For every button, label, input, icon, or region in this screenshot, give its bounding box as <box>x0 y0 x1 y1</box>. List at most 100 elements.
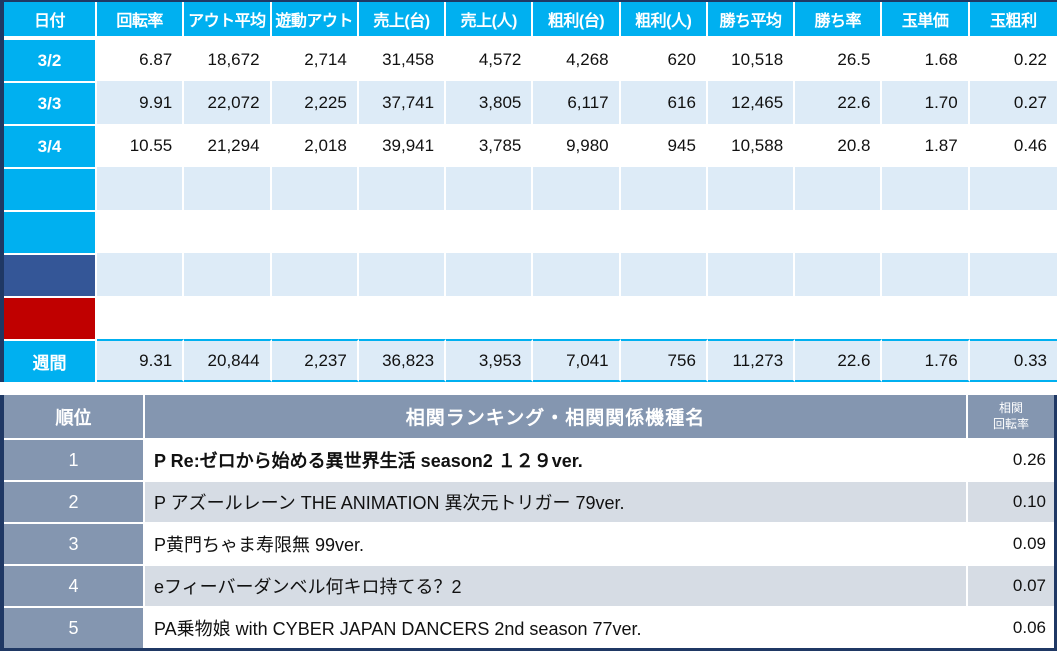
value-cell[interactable] <box>707 167 796 210</box>
value-cell[interactable]: 3,785 <box>478 135 522 155</box>
date-cell[interactable] <box>4 210 97 253</box>
header-cell-win-rate[interactable]: 勝ち率 <box>795 2 883 38</box>
correlation-value-cell[interactable]: 0.10 <box>966 480 1054 522</box>
value-cell[interactable] <box>97 253 185 296</box>
value-cell[interactable]: 37,741 <box>358 81 447 124</box>
correlation-value-cell[interactable]: 0.26 <box>966 438 1054 480</box>
value-cell[interactable] <box>708 210 795 253</box>
value-cell[interactable]: 26.5 <box>837 49 871 69</box>
rank-cell[interactable]: 1 <box>4 438 145 480</box>
value-cell[interactable] <box>97 210 184 253</box>
value-cell[interactable]: 1.76 <box>882 339 970 382</box>
value-cell[interactable]: 9.31 <box>97 339 185 382</box>
value-cell[interactable]: 36,823 <box>358 339 447 382</box>
rank-cell[interactable]: 3 <box>4 522 145 564</box>
header-cell-out-avg[interactable]: アウト平均 <box>184 2 272 38</box>
value-cell[interactable]: 22.6 <box>795 81 883 124</box>
header-cell-win-avg[interactable]: 勝ち平均 <box>707 2 796 38</box>
value-cell[interactable] <box>533 167 621 210</box>
value-cell[interactable] <box>882 296 969 339</box>
value-cell[interactable] <box>446 296 533 339</box>
value-cell[interactable] <box>970 210 1057 253</box>
value-cell[interactable] <box>272 296 359 339</box>
machine-name-cell[interactable]: P Re:ゼロから始める異世界生活 season2 １２９ver. <box>145 438 966 480</box>
value-cell[interactable] <box>184 253 272 296</box>
value-cell[interactable] <box>621 296 708 339</box>
value-cell[interactable] <box>533 296 620 339</box>
value-cell[interactable] <box>970 296 1057 339</box>
date-cell[interactable] <box>4 167 97 210</box>
correlation-value-cell[interactable]: 0.06 <box>966 606 1054 648</box>
value-cell[interactable] <box>97 167 185 210</box>
value-cell[interactable]: 31,458 <box>382 49 435 69</box>
value-cell[interactable] <box>620 253 708 296</box>
value-cell[interactable] <box>969 167 1057 210</box>
value-cell[interactable]: 22.6 <box>795 339 883 382</box>
value-cell[interactable]: 21,294 <box>207 135 260 155</box>
date-cell-dark-blue[interactable] <box>4 253 97 296</box>
value-cell[interactable] <box>533 253 621 296</box>
value-cell[interactable] <box>795 253 883 296</box>
value-cell[interactable]: 10,588 <box>731 135 784 155</box>
value-cell[interactable]: 0.27 <box>969 81 1057 124</box>
header-cell-ball-price[interactable]: 玉単価 <box>882 2 970 38</box>
value-cell[interactable] <box>271 253 359 296</box>
value-cell[interactable]: 12,465 <box>707 81 796 124</box>
value-cell[interactable] <box>795 167 883 210</box>
header-cell-sales-person[interactable]: 売上(人) <box>446 2 534 38</box>
date-cell[interactable]: 3/2 <box>4 38 97 81</box>
date-cell[interactable]: 3/3 <box>4 81 97 124</box>
rank-cell[interactable]: 4 <box>4 564 145 606</box>
rank-header-cell[interactable]: 順位 <box>4 395 145 438</box>
value-cell[interactable] <box>882 253 970 296</box>
rank-cell[interactable]: 5 <box>4 606 145 648</box>
value-cell[interactable]: 1.68 <box>924 49 958 69</box>
machine-name-cell[interactable]: PA乗物娘 with CYBER JAPAN DANCERS 2nd seaso… <box>145 606 966 648</box>
value-cell[interactable]: 945 <box>667 135 696 155</box>
header-cell-rotation[interactable]: 回転率 <box>97 2 185 38</box>
value-cell[interactable] <box>359 210 446 253</box>
value-cell[interactable] <box>795 296 882 339</box>
machine-name-cell[interactable]: P アズールレーン THE ANIMATION 異次元トリガー 79ver. <box>145 480 966 522</box>
value-cell[interactable]: 20.8 <box>837 135 871 155</box>
header-cell-idle-out[interactable]: 遊動アウト <box>271 2 359 38</box>
value-cell[interactable]: 1.70 <box>882 81 970 124</box>
value-cell[interactable] <box>97 296 184 339</box>
value-cell[interactable] <box>620 167 708 210</box>
correlation-value-cell[interactable]: 0.09 <box>966 522 1054 564</box>
value-cell[interactable] <box>359 296 446 339</box>
value-cell[interactable] <box>533 210 620 253</box>
value-cell[interactable] <box>184 210 271 253</box>
value-cell[interactable]: 620 <box>667 49 696 69</box>
value-cell[interactable]: 756 <box>620 339 708 382</box>
value-cell[interactable]: 2,225 <box>271 81 359 124</box>
value-cell[interactable]: 0.33 <box>969 339 1057 382</box>
value-cell[interactable]: 4,572 <box>478 49 522 69</box>
value-cell[interactable]: 2,714 <box>304 49 347 69</box>
header-cell-profit-unit[interactable]: 粗利(台) <box>533 2 621 38</box>
date-cell[interactable]: 3/4 <box>4 124 97 167</box>
value-cell[interactable]: 1.87 <box>924 135 958 155</box>
value-cell[interactable] <box>358 167 447 210</box>
value-cell[interactable]: 0.22 <box>1013 49 1047 69</box>
ranking-title-cell[interactable]: 相関ランキング・相関関係機種名 <box>145 395 966 438</box>
header-cell-ball-profit[interactable]: 玉粗利 <box>969 2 1057 38</box>
rank-cell[interactable]: 2 <box>4 480 145 522</box>
value-cell[interactable] <box>446 167 534 210</box>
value-cell[interactable] <box>795 210 882 253</box>
value-cell[interactable]: 20,844 <box>184 339 272 382</box>
value-cell[interactable] <box>621 210 708 253</box>
value-cell[interactable] <box>184 167 272 210</box>
value-cell[interactable]: 616 <box>620 81 708 124</box>
value-cell[interactable] <box>446 210 533 253</box>
machine-name-cell[interactable]: eフィーバーダンベル何キロ持てる？2 <box>145 564 966 606</box>
value-cell[interactable] <box>882 210 969 253</box>
value-cell[interactable] <box>358 253 447 296</box>
value-cell[interactable]: 22,072 <box>184 81 272 124</box>
value-cell[interactable]: 10,518 <box>731 49 784 69</box>
value-cell[interactable]: 3,953 <box>446 339 534 382</box>
value-cell[interactable]: 0.46 <box>1013 135 1047 155</box>
value-cell[interactable] <box>184 296 271 339</box>
header-cell-sales-unit[interactable]: 売上(台) <box>358 2 447 38</box>
header-cell-date[interactable]: 日付 <box>4 2 97 38</box>
